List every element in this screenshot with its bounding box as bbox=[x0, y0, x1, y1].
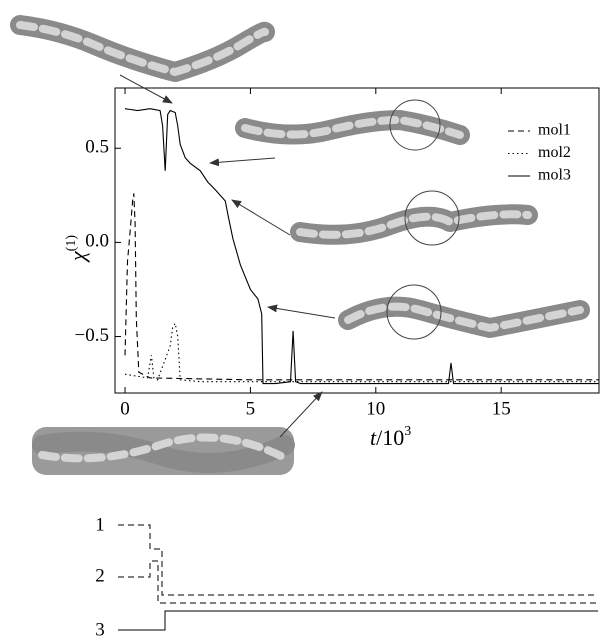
level-label: 1 bbox=[95, 514, 105, 535]
series-line bbox=[124, 193, 599, 381]
y-axis-label: χ(1) bbox=[64, 235, 90, 263]
x-tick-label: 10 bbox=[366, 398, 385, 419]
legend-label: mol1 bbox=[538, 122, 571, 139]
x-tick-label: 5 bbox=[246, 398, 256, 419]
level-diagram: 1 2 3 bbox=[95, 514, 598, 640]
x-axis-label: t/103 bbox=[370, 424, 411, 450]
plot-area bbox=[124, 108, 599, 385]
level-label: 3 bbox=[95, 619, 105, 640]
legend-label: mol2 bbox=[538, 144, 571, 161]
y-tick-label: 0.0 bbox=[85, 231, 109, 252]
molecule-illustrations bbox=[10, 15, 590, 475]
x-tick-label: 0 bbox=[120, 398, 130, 419]
series-line bbox=[124, 108, 599, 385]
x-tick-label: 15 bbox=[492, 398, 511, 419]
series-line bbox=[124, 321, 599, 383]
plot-frame bbox=[114, 87, 600, 394]
y-tick-label: 0.5 bbox=[85, 137, 109, 158]
y-tick-label: −0.5 bbox=[75, 325, 109, 346]
level-label: 2 bbox=[95, 565, 105, 586]
legend-label: mol3 bbox=[538, 167, 571, 184]
